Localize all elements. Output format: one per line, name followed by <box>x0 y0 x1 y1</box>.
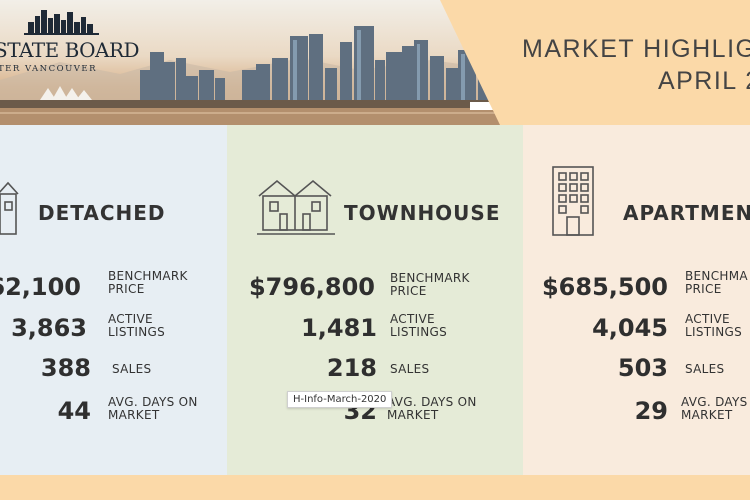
skyline-illustration <box>0 26 520 125</box>
benchmark-price-label: BENCHMA PRICE <box>685 269 748 296</box>
benchmark-price-label: BENCHMARK PRICE <box>108 269 188 296</box>
active-listings-label: ACTIVE LISTINGS <box>685 312 743 339</box>
logo-board-text: STATE BOARD <box>0 38 140 62</box>
footer-bar <box>0 475 750 500</box>
sales-label: SALES <box>390 362 430 376</box>
apartment-building-icon <box>552 166 594 236</box>
days-on-market-label: AVG. DAYS ON MARKET <box>108 395 198 422</box>
house-icon <box>0 181 19 235</box>
city-skyline-image: STATE BOARD TER VANCOUVER <box>0 0 520 125</box>
apartment-title: APARTMENT <box>623 201 750 225</box>
benchmark-price-label: BENCHMARK PRICE <box>390 271 470 298</box>
detached-sales: 388 <box>40 354 91 382</box>
sales-label: SALES <box>112 362 152 376</box>
detached-title: DETACHED <box>38 201 166 225</box>
logo-skyline-mark <box>24 10 99 35</box>
header-divider-shape <box>440 0 520 125</box>
page-title: MARKET HIGHLIGH APRIL 20 <box>522 33 750 97</box>
header-banner: STATE BOARD TER VANCOUVER MARKET HIGHLIG… <box>0 0 750 125</box>
image-tooltip: H-Info-March-2020 <box>287 391 393 408</box>
detached-benchmark-price: 62,100 <box>0 273 81 301</box>
apartment-days-on-market: 29 <box>634 397 668 425</box>
townhouse-sales: 218 <box>326 354 377 382</box>
title-line-2: APRIL 20 <box>657 67 750 95</box>
apartment-benchmark-price: $685,500 <box>541 273 668 301</box>
days-on-market-label: AVG. DAYS ON MARKET <box>387 395 477 422</box>
active-listings-label: ACTIVE LISTINGS <box>390 312 448 339</box>
apartment-sales: 503 <box>617 354 668 382</box>
townhouse-title: TOWNHOUSE <box>344 201 501 225</box>
townhouse-benchmark-price: $796,800 <box>248 273 375 301</box>
detached-days-on-market: 44 <box>57 397 91 425</box>
townhouse-column: TOWNHOUSE $796,800 BENCHMARK PRICE 1,481 … <box>227 125 523 475</box>
days-on-market-label: AVG. DAYS MARKET <box>681 395 748 422</box>
logo-region-text: TER VANCOUVER <box>0 64 97 74</box>
townhouse-active-listings: 1,481 <box>301 314 377 342</box>
sales-label: SALES <box>685 362 725 376</box>
title-panel <box>520 0 750 125</box>
townhouse-icon <box>257 179 335 235</box>
apartment-active-listings: 4,045 <box>592 314 668 342</box>
detached-active-listings: 3,863 <box>11 314 87 342</box>
title-line-1: MARKET HIGHLIGH <box>522 35 750 63</box>
active-listings-label: ACTIVE LISTINGS <box>108 312 166 339</box>
